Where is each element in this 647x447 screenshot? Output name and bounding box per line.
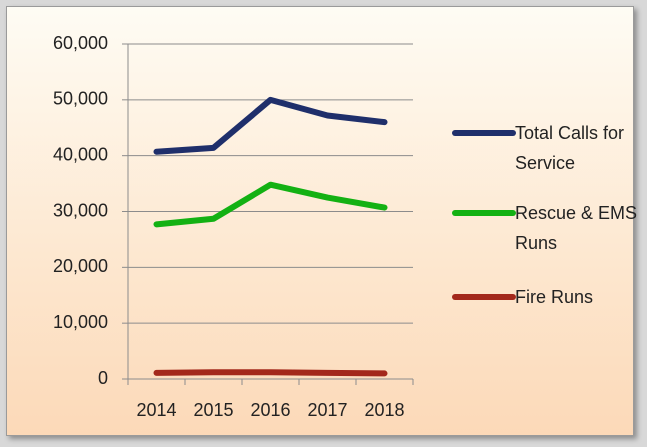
legend-label: Total Calls for Service bbox=[515, 123, 625, 173]
x-tick-label: 2014 bbox=[136, 400, 176, 420]
series-line bbox=[153, 369, 388, 377]
y-tick-label: 40,000 bbox=[53, 144, 108, 164]
y-tick-label: 30,000 bbox=[53, 200, 108, 220]
x-tick-label: 2015 bbox=[193, 400, 233, 420]
x-tick-label: 2016 bbox=[250, 400, 290, 420]
series-line bbox=[153, 96, 388, 155]
x-tick-label: 2018 bbox=[364, 400, 404, 420]
y-tick-label: 50,000 bbox=[53, 89, 108, 109]
x-tick-label: 2017 bbox=[307, 400, 347, 420]
legend-label: Rescue & EMS Runs bbox=[515, 203, 638, 253]
chart-area bbox=[6, 6, 634, 436]
series-line bbox=[153, 181, 388, 228]
legend-label: Fire Runs bbox=[515, 287, 594, 307]
y-tick-label: 0 bbox=[98, 368, 108, 388]
y-tick-label: 20,000 bbox=[53, 256, 108, 276]
y-tick-label: 10,000 bbox=[53, 312, 108, 332]
y-tick-label: 60,000 bbox=[53, 33, 108, 53]
